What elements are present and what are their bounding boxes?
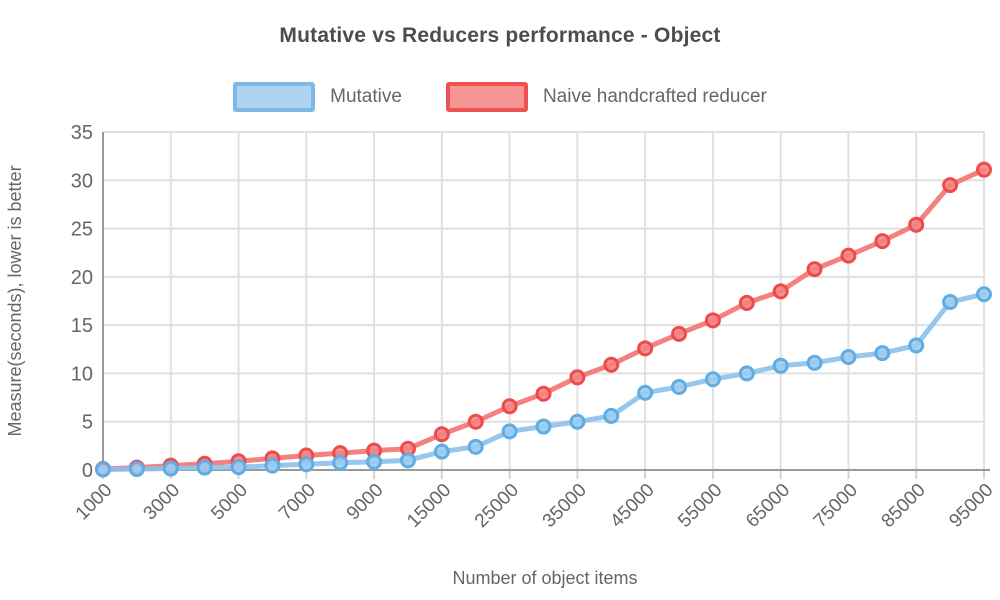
data-point	[501, 423, 518, 440]
data-point	[264, 457, 281, 474]
legend-item-reducer[interactable]: Naive handcrafted reducer	[445, 82, 767, 112]
data-point	[704, 312, 721, 329]
x-axis-title: Number of object items	[452, 568, 637, 588]
legend-label-mutative: Mutative	[330, 86, 402, 107]
data-point	[772, 357, 789, 374]
legend-label-reducer: Naive handcrafted reducer	[542, 86, 767, 107]
x-tick-label: 15000	[403, 480, 455, 532]
y-tick-label: 5	[82, 412, 93, 434]
legend-swatch-reducer	[445, 82, 528, 112]
data-point	[332, 454, 349, 471]
data-point	[603, 407, 620, 424]
data-point	[637, 340, 654, 357]
y-tick-label: 15	[71, 315, 93, 337]
x-tick-label: 9000	[343, 480, 388, 525]
data-point	[738, 365, 755, 382]
x-tick-label: 3000	[140, 480, 185, 525]
data-point	[772, 283, 789, 300]
chart-title: Mutative vs Reducers performance - Objec…	[279, 24, 721, 47]
x-tick-label: 75000	[810, 480, 862, 532]
data-point	[874, 233, 891, 250]
data-point	[535, 385, 552, 402]
data-point	[806, 261, 823, 278]
data-point	[942, 177, 959, 194]
data-point	[806, 354, 823, 371]
data-point	[637, 384, 654, 401]
x-tick-label: 85000	[878, 480, 930, 532]
data-point	[908, 216, 925, 233]
y-tick-label: 20	[71, 267, 93, 289]
data-point	[162, 460, 179, 477]
data-point	[840, 349, 857, 366]
data-point	[671, 325, 688, 342]
data-point	[366, 453, 383, 470]
data-point	[501, 398, 518, 415]
axis-lines	[102, 132, 990, 471]
data-point	[569, 413, 586, 430]
data-point	[399, 452, 416, 469]
data-point	[671, 378, 688, 395]
data-point	[976, 286, 992, 303]
data-point	[95, 461, 111, 478]
data-point	[230, 459, 247, 476]
data-point	[433, 443, 450, 460]
data-point	[467, 413, 484, 430]
legend-item-mutative[interactable]: Mutative	[233, 82, 402, 112]
data-point	[942, 293, 959, 310]
x-tick-label: 65000	[742, 480, 794, 532]
legend: Mutative Naive handcrafted reducer	[0, 82, 1000, 112]
x-tick-label: 55000	[674, 480, 726, 532]
x-tick-label: 7000	[275, 480, 320, 525]
x-tick-label: 95000	[945, 480, 997, 532]
data-point	[433, 426, 450, 443]
y-tick-label: 25	[71, 219, 93, 241]
series-line	[100, 291, 987, 473]
y-tick-label: 30	[71, 170, 93, 192]
x-tick-label: 35000	[539, 480, 591, 532]
y-tick-label: 10	[71, 363, 93, 385]
y-axis-title: Measure(seconds), lower is better	[5, 165, 25, 436]
data-point	[298, 456, 315, 473]
x-tick-label: 1000	[72, 480, 117, 525]
y-tick-label: 0	[82, 460, 93, 482]
legend-swatch-mutative	[233, 82, 316, 112]
data-point	[603, 356, 620, 373]
data-point	[467, 438, 484, 455]
data-point	[704, 371, 721, 388]
data-point	[840, 247, 857, 264]
data-point	[128, 461, 145, 478]
data-point	[569, 369, 586, 386]
x-tick-label: 5000	[207, 480, 252, 525]
x-tick-label: 45000	[606, 480, 658, 532]
data-point	[738, 294, 755, 311]
data-point	[976, 161, 992, 178]
data-point	[196, 459, 213, 476]
y-tick-label: 35	[71, 122, 93, 144]
gridlines	[102, 131, 985, 479]
data-series	[95, 161, 992, 478]
data-point	[535, 418, 552, 435]
data-point	[908, 337, 925, 354]
x-tick-label: 25000	[471, 480, 523, 532]
data-point	[874, 345, 891, 362]
